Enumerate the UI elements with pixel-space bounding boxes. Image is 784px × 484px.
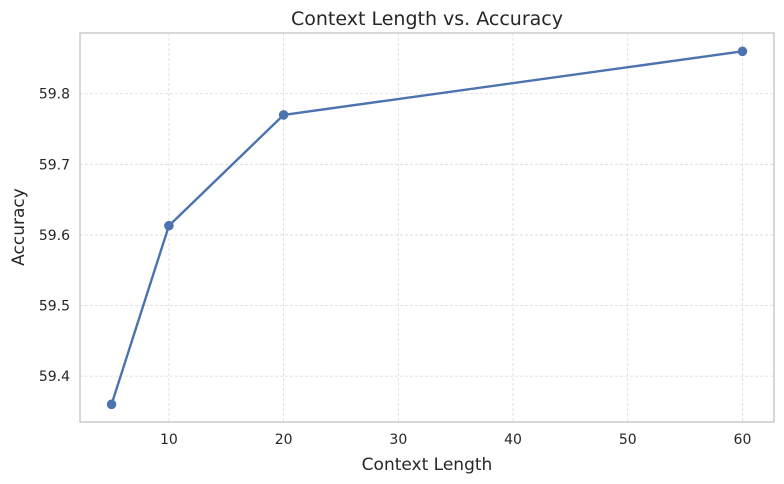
chart-title: Context Length vs. Accuracy	[291, 8, 563, 30]
x-tick-label: 50	[619, 432, 637, 448]
x-tick-label: 10	[160, 432, 178, 448]
y-axis-label: Accuracy	[9, 188, 29, 266]
plot-frame	[79, 32, 775, 423]
y-tick-label: 59.7	[39, 157, 70, 173]
y-tick-label: 59.4	[39, 369, 70, 385]
series-line	[110, 50, 744, 406]
x-tick-label: 60	[734, 432, 752, 448]
data-point	[737, 46, 748, 57]
y-tick-label: 59.6	[39, 228, 70, 244]
x-axis-ticks: 10 20 30 40 50 60	[160, 432, 751, 448]
x-tick-label: 20	[275, 432, 293, 448]
x-tick-label: 40	[504, 432, 522, 448]
x-tick-label: 30	[389, 432, 407, 448]
grid-lines	[80, 33, 774, 422]
y-tick-label: 59.5	[39, 299, 70, 315]
data-point	[164, 220, 174, 231]
x-axis-label: Context Length	[362, 455, 493, 475]
y-tick-label: 59.8	[39, 87, 70, 103]
series	[106, 46, 748, 410]
data-point	[278, 110, 289, 120]
y-axis-ticks: 59.4 59.5 59.6 59.7 59.8	[39, 87, 70, 385]
data-point	[106, 399, 117, 410]
